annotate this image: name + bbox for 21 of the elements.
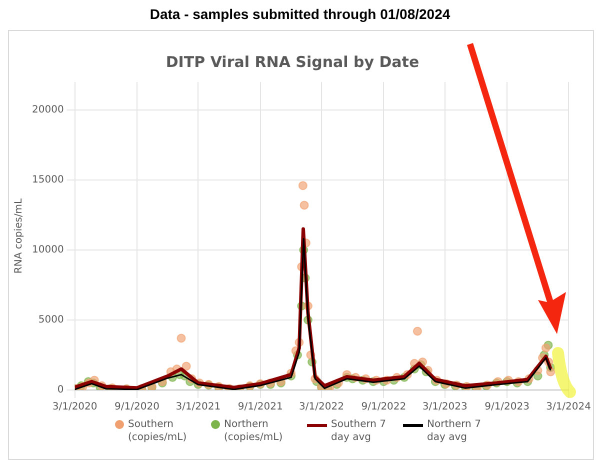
chart-subtitle: DITP Viral RNA Signal by Date — [166, 52, 420, 71]
y-axis-title: RNA copies/mL — [14, 198, 25, 274]
y-tick-label: 0 — [57, 384, 64, 396]
legend-label: Northern 7 day avg — [427, 418, 482, 444]
x-tick-label: 9/1/2021 — [238, 402, 283, 413]
x-tick-label: 3/1/2021 — [176, 402, 221, 413]
y-tick-label: 15000 — [32, 174, 64, 186]
chart-title: Data - samples submitted through 01/08/2024 — [148, 6, 452, 22]
x-tick-label: 3/1/2023 — [422, 402, 468, 413]
x-tick-label: 3/1/2022 — [299, 402, 344, 413]
y-tick-label: 10000 — [32, 244, 64, 256]
x-tick-label: 9/1/2020 — [114, 402, 160, 413]
x-tick-label: 9/1/2022 — [361, 402, 406, 413]
y-tick-label: 5000 — [38, 314, 64, 326]
legend-label: Northern (copies/mL) — [224, 418, 284, 444]
y-tick-label: 20000 — [32, 104, 64, 116]
x-tick-label: 3/1/2020 — [52, 402, 98, 413]
legend-label: Southern (copies/mL) — [128, 418, 188, 444]
x-tick-label: 9/1/2023 — [484, 402, 530, 413]
x-tick-label: 3/1/2024 — [546, 402, 592, 413]
legend-label: Southern 7 day avg — [331, 418, 388, 444]
